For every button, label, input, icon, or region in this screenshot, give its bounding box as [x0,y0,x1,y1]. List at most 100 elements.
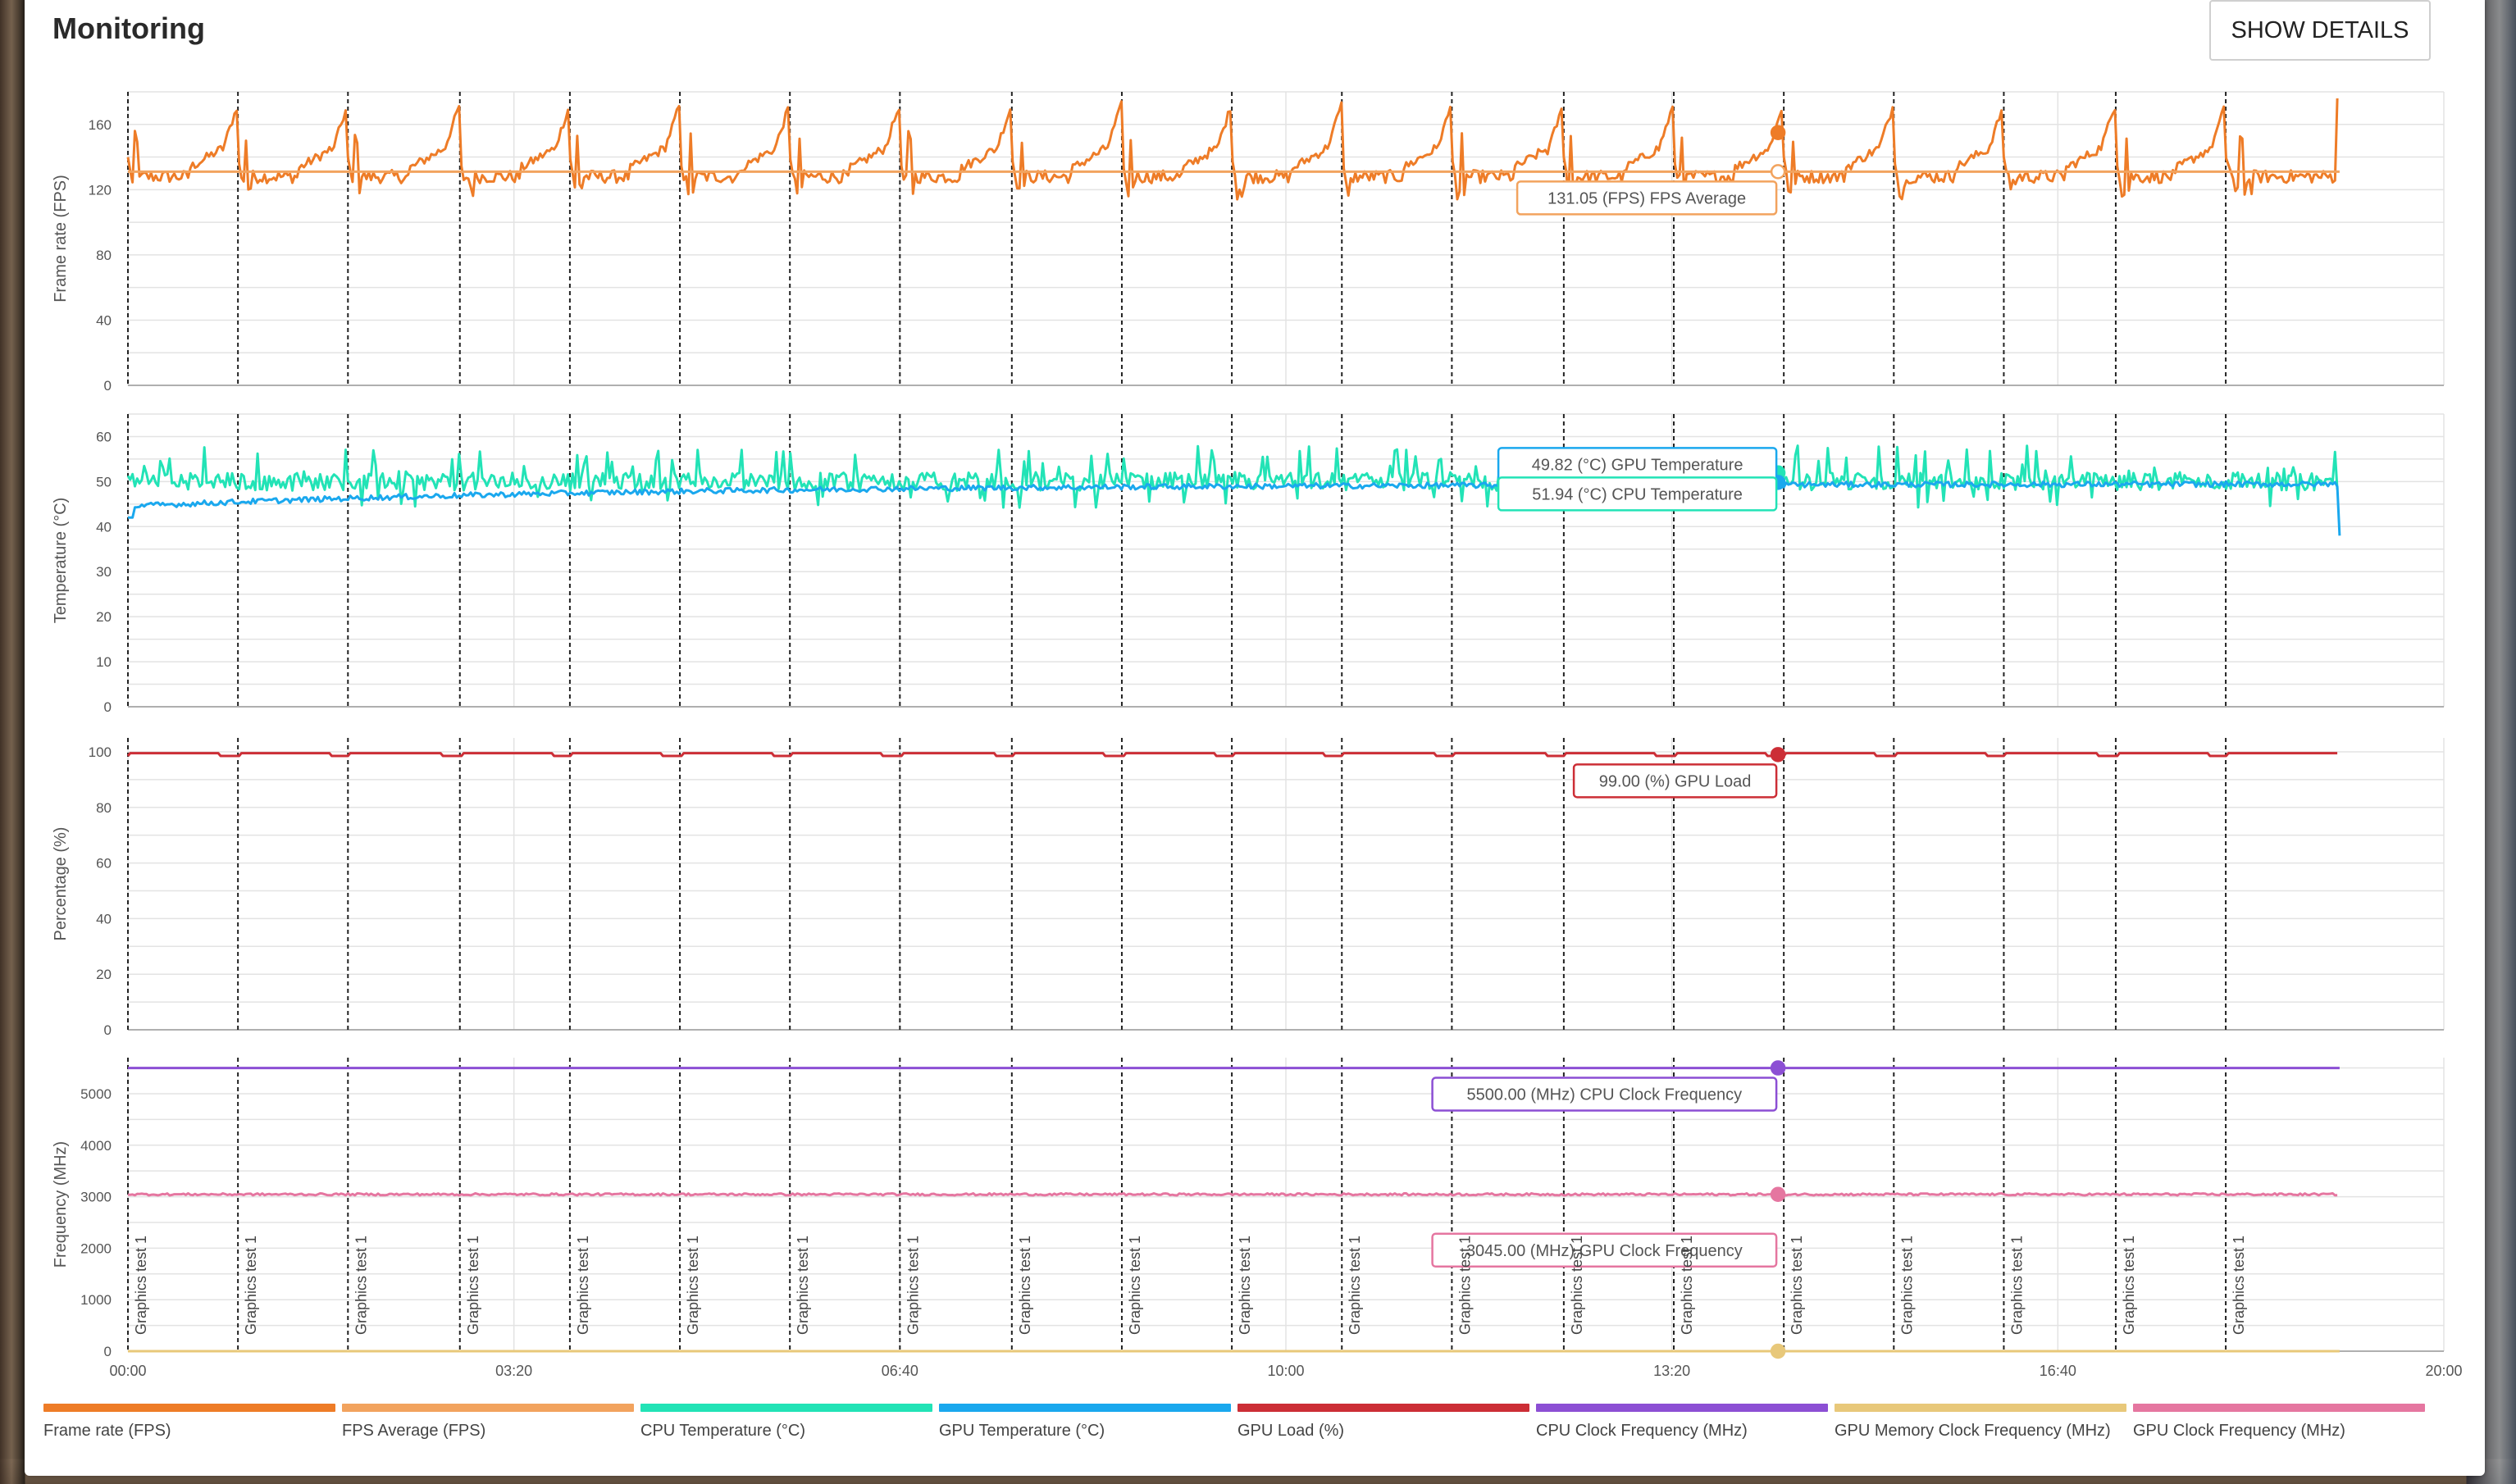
legend-label: CPU Clock Frequency (MHz) [1536,1422,1748,1440]
graphics-test-marker-label: Graphics test 1 [2008,1236,2025,1335]
tooltip-text: 51.94 (°C) CPU Temperature [1532,485,1743,503]
x-tick-label: 00:00 [109,1363,146,1379]
legend-label: CPU Temperature (°C) [640,1422,806,1440]
graphics-test-marker-label: Graphics test 1 [465,1236,481,1335]
x-tick-label: 20:00 [2425,1363,2462,1379]
y-tick-label: 100 [89,744,112,760]
y-tick-label: 80 [96,800,112,816]
graphics-test-marker-label: Graphics test 1 [1456,1236,1473,1335]
cursor-point-fps_avg [1770,164,1786,180]
cursor-point-fps [1770,125,1786,140]
series-line-fps [126,98,2339,201]
y-tick-label: 160 [89,117,112,133]
series-line-gpu_load [126,752,2338,758]
legend-swatch [342,1404,634,1412]
y-tick-label: 4000 [80,1138,112,1154]
legend-item[interactable]: GPU Clock Frequency (MHz) [2133,1404,2425,1441]
graphics-test-marker-label: Graphics test 1 [795,1236,811,1335]
legend-item[interactable]: CPU Clock Frequency (MHz) [1536,1404,1828,1441]
y-tick-label: 40 [96,312,112,328]
y-tick-label: 20 [96,609,112,625]
chart-panel-3: 0 20 40 60 80 100 Percentage (%) 99.00 (%) GPU … [52,738,2445,1038]
cursor-point-gpu_clock [1770,1186,1786,1203]
graphics-test-marker-label: Graphics test 1 [243,1236,259,1335]
tooltip-cpu_clock: 5500.00 (MHz) CPU Clock Frequency [1431,1077,1778,1112]
tooltip-text: 99.00 (%) GPU Load [1599,772,1752,790]
tooltip-text: 131.05 (FPS) FPS Average [1547,189,1746,207]
graphics-test-marker-label: Graphics test 1 [1789,1236,1805,1335]
tooltip-cpu_temp: 51.94 (°C) CPU Temperature [1497,476,1778,512]
legend-item[interactable]: FPS Average (FPS) [342,1404,634,1441]
series-line-gpu_clock [127,1192,2338,1197]
legend-swatch [2133,1404,2425,1412]
legend-swatch [1237,1404,1529,1412]
tooltip-text: 5500.00 (MHz) CPU Clock Frequency [1467,1086,1743,1104]
graphics-test-marker-label: Graphics test 1 [2231,1236,2247,1335]
series-line-gpu_temp [128,480,2341,536]
legend-swatch [43,1404,335,1412]
chart-legend: Frame rate (FPS) FPS Average (FPS) CPU Tem… [43,1404,2435,1461]
x-tick-label: 16:40 [2040,1363,2076,1379]
y-tick-label: 0 [104,699,112,715]
tooltip-gpu_clock: 3045.00 (MHz) GPU Clock Frequency [1431,1232,1778,1268]
y-tick-label: 40 [96,519,112,535]
legend-label: GPU Load (%) [1237,1422,1345,1440]
cursor-point-cpu_clock [1770,1060,1786,1076]
tooltip-box [1516,180,1778,216]
y-axis-label: Temperature (°C) [52,498,70,624]
y-tick-label: 60 [96,856,112,872]
graphics-test-marker-label: Graphics test 1 [575,1236,591,1335]
tooltip-box [1572,763,1778,799]
y-tick-label: 50 [96,474,112,489]
x-tick-label: 06:40 [882,1363,918,1379]
chart-panel-2: 0 10 20 30 40 50 60 Temperature (°C) 49.82 (°C) … [52,413,2445,715]
y-tick-label: 0 [104,378,112,394]
legend-item[interactable]: GPU Memory Clock Frequency (MHz) [1835,1404,2126,1441]
graphics-test-marker-label: Graphics test 1 [1569,1236,1585,1335]
legend-swatch [640,1404,932,1412]
y-axis-label: Frequency (MHz) [52,1141,70,1268]
legend-swatch [1536,1404,1828,1412]
tooltip-fps_avg: 131.05 (FPS) FPS Average [1516,180,1778,216]
tooltip-box [1431,1077,1778,1112]
y-tick-label: 40 [96,911,112,926]
y-tick-label: 80 [96,248,112,263]
tooltip-gpu_temp: 49.82 (°C) GPU Temperature [1497,447,1778,482]
tooltip-gpu_load: 99.00 (%) GPU Load [1572,763,1778,799]
y-tick-label: 3000 [80,1190,112,1205]
legend-swatch [1835,1404,2126,1412]
graphics-test-marker-label: Graphics test 1 [905,1236,921,1335]
chart-panel-4: 0 1000 2000 3000 4000 5000 Frequency (MHz) 5500… [52,1058,2463,1379]
graphics-test-marker-label: Graphics test 1 [1237,1236,1253,1335]
graphics-test-marker-label: Graphics test 1 [353,1236,369,1335]
y-tick-label: 10 [96,654,112,670]
legend-label: Frame rate (FPS) [43,1422,171,1440]
cursor-point-gpu_load [1770,747,1786,762]
y-tick-label: 20 [96,967,112,982]
page-title: Monitoring [52,11,205,45]
y-tick-label: 1000 [80,1292,112,1308]
show-details-button[interactable]: SHOW DETAILS [2209,0,2431,61]
legend-label: GPU Memory Clock Frequency (MHz) [1835,1422,2111,1440]
cursor-point-gpu_mem_clock [1770,1343,1786,1359]
legend-item[interactable]: GPU Load (%) [1237,1404,1529,1441]
legend-item[interactable]: Frame rate (FPS) [43,1404,335,1441]
y-tick-label: 60 [96,429,112,444]
y-tick-label: 0 [104,1344,112,1359]
legend-item[interactable]: CPU Temperature (°C) [640,1404,932,1441]
tooltip-box [1431,1232,1778,1268]
legend-item[interactable]: GPU Temperature (°C) [939,1404,1231,1441]
x-tick-label: 13:20 [1653,1363,1690,1379]
x-tick-label: 10:00 [1267,1363,1304,1379]
graphics-test-marker-label: Graphics test 1 [685,1236,701,1335]
y-tick-label: 120 [89,182,112,198]
graphics-test-marker-label: Graphics test 1 [2121,1236,2137,1335]
graphics-test-marker-label: Graphics test 1 [1679,1236,1695,1335]
graphics-test-marker-label: Graphics test 1 [1898,1236,1915,1335]
y-tick-label: 30 [96,564,112,580]
x-tick-label: 03:20 [495,1363,532,1379]
tooltip-box [1497,476,1778,512]
y-tick-label: 2000 [80,1240,112,1256]
graphics-test-marker-label: Graphics test 1 [1347,1236,1363,1335]
